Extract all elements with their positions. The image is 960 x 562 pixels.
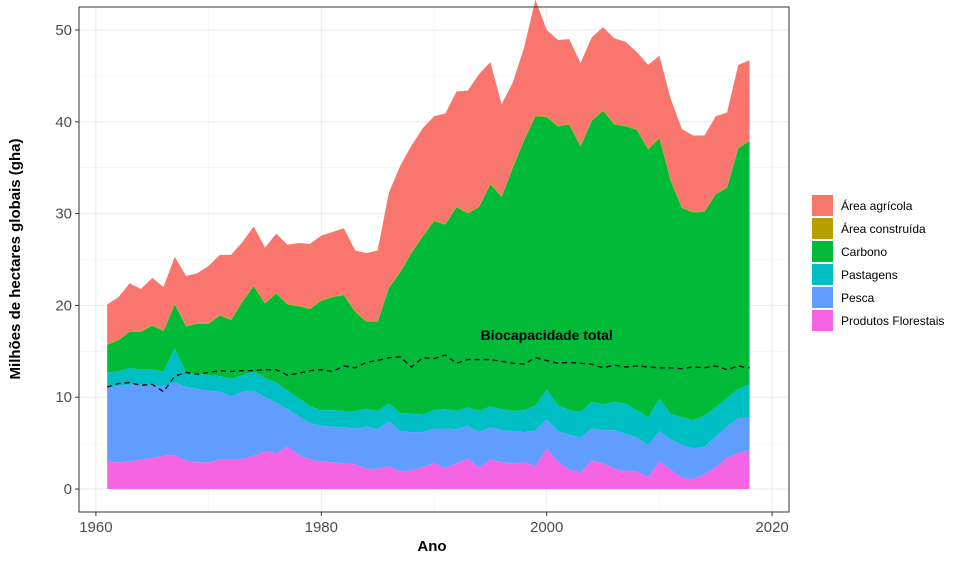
legend-label: Produtos Florestais [841,314,944,328]
area-pesca [107,382,750,479]
plot-panel: Biocapacidade total [78,0,790,513]
legend-label: Pastagens [841,268,898,282]
legend-swatch [812,287,833,308]
biocapacity-line [106,354,750,393]
legend-label: Área agrícola [841,198,913,213]
legend-swatch [812,310,833,331]
stacked-areas [107,0,750,490]
y-axis-title: Milhões de hectares globais (gha) [7,139,24,380]
area-produtos-florestais [107,446,750,490]
y-tick-label: 10 [55,389,72,406]
y-tick-label: 20 [55,297,72,314]
y-tick-label: 40 [55,114,72,131]
legend-swatch [812,195,833,216]
panel-border [78,6,790,513]
legend-swatch [812,241,833,262]
y-axis: 0 10 20 30 40 50 [55,22,79,498]
legend-swatch [812,218,833,239]
x-axis: 1960 1980 2000 2020 [79,512,789,536]
x-tick-label: 1960 [79,519,112,536]
area-carbono [107,110,750,421]
area-pastagens [107,348,750,449]
x-tick-label: 1980 [305,519,338,536]
biocapacity-label: Biocapacidade total [481,327,613,343]
legend-swatch [812,264,833,285]
area-area-agricola [107,0,750,344]
x-tick-label: 2020 [755,519,788,536]
y-tick-label: 30 [55,206,72,223]
x-axis-title: Ano [417,538,446,555]
x-tick-label: 2000 [530,519,563,536]
legend-label: Área construída [841,221,926,236]
legend: Área agrícola Área construída Carbono Pasta… [812,195,944,331]
legend-label: Carbono [841,245,887,259]
legend-label: Pesca [841,291,875,305]
y-tick-label: 50 [55,22,72,39]
y-tick-label: 0 [64,481,72,498]
